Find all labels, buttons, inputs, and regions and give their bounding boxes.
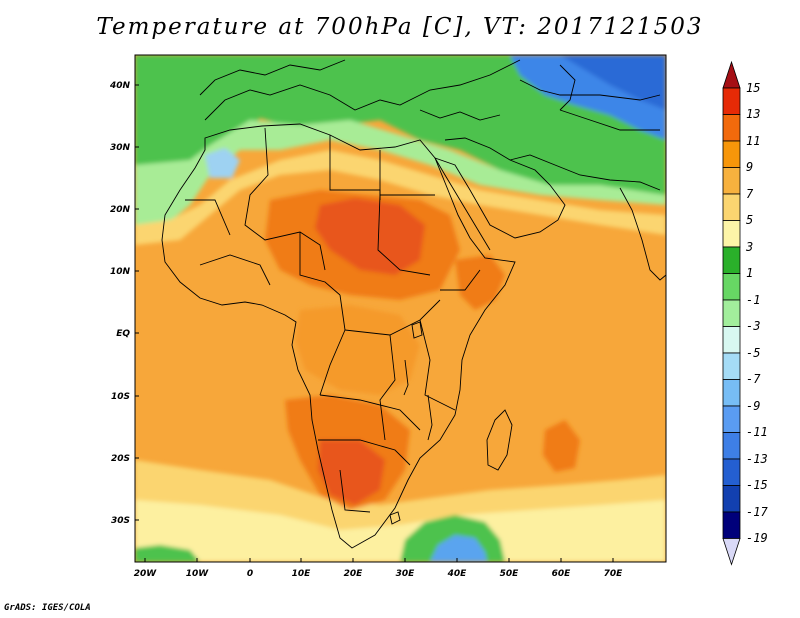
colorbar-swatch [722,379,741,407]
coastlines-borders [161,59,666,549]
colorbar-label: -17 [746,505,768,519]
colorbar-swatch [722,405,741,433]
lon-tick-label: 20W [134,569,158,579]
lat-tick-label: 20S [111,454,130,464]
credit-text: GrADS: IGES/COLA [4,603,91,613]
hot-region-horn [455,255,505,310]
lat-tick-label: EQ [116,329,130,339]
lon-tick-label: 10E [292,569,312,579]
india-coast [619,187,666,281]
cool-band-north [135,55,666,220]
lon-tick-label: 60E [552,569,572,579]
colorbar-labels: 15 13 11 9 7 5 3 1 -1 -3 -5 -7 -9 -11 -1… [745,81,768,545]
lat-tick-label: 30N [110,143,131,153]
cold-patch-atlas [205,148,240,178]
lat-tick-label: 40N [109,81,131,91]
colorbar-label: -15 [746,478,768,492]
colorbar-arrow-bottom [722,538,741,566]
colorbar-label: -3 [746,319,760,333]
colorbar-label: -19 [746,531,768,545]
colorbar-label: -11 [746,425,768,439]
longitude-axis: 20W 10W 0 10E 20E 30E 40E 50E 60E 70E [134,558,623,579]
latitude-axis: 40N 30N 20N 10N EQ 10S 20S 30S [109,81,139,526]
colorbar-swatch [722,485,741,513]
colorbar-swatch [722,273,741,301]
colorbar-label: -7 [746,372,761,386]
africa-coastline [161,123,516,549]
colorbar-swatch [722,326,741,354]
colorbar-label: 1 [746,266,753,280]
lon-tick-label: 10W [186,569,210,579]
colorbar-label: 9 [746,160,753,174]
hot-core-kalahari [318,440,385,505]
lon-tick-label: 30E [396,569,416,579]
colorbar-swatch [722,352,741,380]
colorbar-swatch [722,511,741,539]
arabian-peninsula-coast [434,137,566,239]
colorbar-label: -5 [746,346,760,360]
cold-patch-south [430,535,487,562]
hot-core-sudan [315,198,425,275]
colorbar-arrow-top [722,60,741,89]
chart-title: Temperature at 700hPa [C], VT: 201712150… [96,14,704,40]
colorbar-swatch [722,432,741,460]
colorbar-swatch [722,114,741,142]
colorbar-swatch [722,87,741,115]
colorbar-label: 13 [746,107,760,121]
hot-spot-indian-ocean [543,420,580,472]
colorbar-swatch [722,167,741,195]
cool-patch-southwest [135,545,200,562]
colorbar: 15 13 11 9 7 5 3 1 -1 -3 -5 -7 -9 -11 -1… [722,60,768,566]
temperature-map-plot [135,55,666,562]
colorbar-swatch [722,140,741,168]
lon-tick-label: 40E [447,569,468,579]
lon-tick-label: 50E [500,569,520,579]
lon-tick-label: 20E [344,569,364,579]
colorbar-swatch [722,193,741,221]
mild-band-south-light [135,500,666,562]
colorbar-label: 15 [746,81,760,95]
colorbar-label: 3 [745,240,753,254]
colorbar-label: 11 [746,134,760,148]
colorbar-label: -9 [746,399,760,413]
colorbar-label: -13 [746,452,768,466]
map-frame [134,54,667,563]
colorbar-label: -1 [746,293,760,307]
lat-tick-label: 10N [110,267,131,277]
lat-tick-label: 20N [110,205,131,215]
lat-tick-label: 30S [111,516,130,526]
colorbar-swatch [722,458,741,486]
colorbar-swatch [722,246,741,274]
colorbar-swatch [722,220,741,248]
lon-tick-label: 70E [604,569,624,579]
lat-tick-label: 10S [111,392,130,402]
colorbar-label: 7 [746,187,754,201]
colorbar-swatch [722,299,741,327]
lon-tick-label: 0 [247,569,253,579]
cool-band-transition [135,120,666,232]
colorbar-label: 5 [746,213,753,227]
warm-region-central [295,305,420,395]
cold-patch-northeast-inner [560,55,666,110]
colorbar-swatches [722,60,741,566]
madagascar-coast [486,409,513,471]
